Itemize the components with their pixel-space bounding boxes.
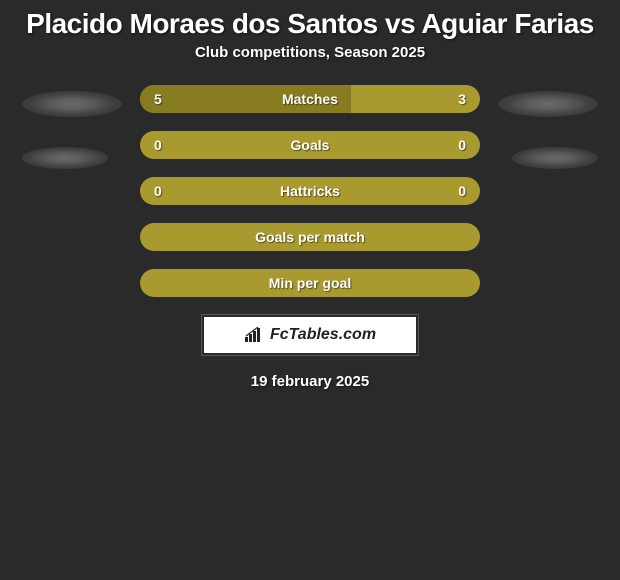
footer-date: 19 february 2025 [0, 373, 620, 390]
stat-row-goals: 0 Goals 0 [140, 131, 480, 159]
stat-label: Goals per match [255, 229, 365, 245]
player-shadow-left-1 [22, 91, 122, 117]
stat-value-left: 0 [154, 137, 162, 153]
player-shadow-left-2 [22, 147, 108, 169]
stat-row-matches: 5 Matches 3 [140, 85, 480, 113]
stat-label: Matches [282, 91, 338, 107]
page-title: Placido Moraes dos Santos vs Aguiar Fari… [0, 0, 620, 44]
stat-label: Min per goal [269, 275, 351, 291]
infographic-container: Placido Moraes dos Santos vs Aguiar Fari… [0, 0, 620, 390]
right-shadow-column [498, 85, 598, 169]
player-shadow-right-1 [498, 91, 598, 117]
stat-row-min-per-goal: Min per goal [140, 269, 480, 297]
stat-value-left: 0 [154, 183, 162, 199]
brand-text: FcTables.com [270, 326, 376, 344]
stat-row-hattricks: 0 Hattricks 0 [140, 177, 480, 205]
stat-value-right: 0 [458, 137, 466, 153]
stat-value-right: 0 [458, 183, 466, 199]
player-shadow-right-2 [512, 147, 598, 169]
stat-label: Hattricks [280, 183, 340, 199]
stat-row-goals-per-match: Goals per match [140, 223, 480, 251]
stat-value-right: 3 [458, 91, 466, 107]
stat-bars-column: 5 Matches 3 0 Goals 0 0 Hattricks 0 Goal… [140, 85, 480, 297]
stats-area: 5 Matches 3 0 Goals 0 0 Hattricks 0 Goal… [0, 85, 620, 297]
bar-chart-icon [244, 327, 264, 343]
brand-box: FcTables.com [202, 315, 418, 355]
left-shadow-column [22, 85, 122, 169]
stat-label: Goals [291, 137, 330, 153]
stat-value-left: 5 [154, 91, 162, 107]
page-subtitle: Club competitions, Season 2025 [0, 44, 620, 85]
